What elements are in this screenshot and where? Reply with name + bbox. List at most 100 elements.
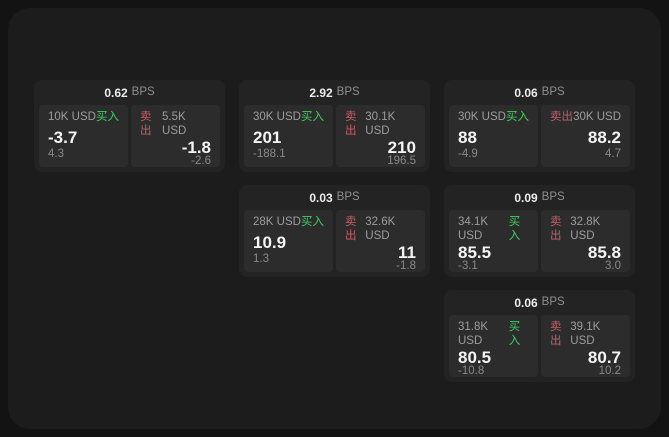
buy-cell[interactable]: 31.8K USD 买入 80.5 -10.8 (449, 315, 538, 377)
sell-cell[interactable]: 卖出 5.5K USD -1.8 -2.6 (131, 105, 220, 167)
sell-amount-label: 32.8K USD (570, 216, 601, 242)
sell-side-label: 卖出 (345, 216, 357, 242)
sell-cell[interactable]: 卖出 32.6K USD 11 -1.8 (336, 210, 425, 272)
buy-cell[interactable]: 30K USD 买入 201 -188.1 (244, 105, 333, 167)
quote-card-body: 31.8K USD 买入 80.5 -10.8 卖出 39.1K USD 80.… (444, 315, 635, 382)
bps-unit-label: BPS (131, 85, 155, 98)
sell-cell-top: 卖出 39.1K USD (550, 321, 621, 349)
quote-card-header: 0.06 BPS (444, 290, 635, 315)
sell-cell-top: 卖出 32.8K USD (550, 216, 621, 244)
buy-amount-label: 31.8K USD (458, 321, 489, 347)
sell-amount-label: 30.1K USD (365, 111, 396, 137)
bps-value: 0.03 (309, 190, 333, 205)
sell-side-label: 卖出 (550, 111, 573, 123)
sell-side-label: 卖出 (550, 321, 562, 347)
sell-cell[interactable]: 卖出 32.8K USD 85.8 3.0 (541, 210, 630, 272)
sell-cell[interactable]: 卖出 39.1K USD 80.7 10.2 (541, 315, 630, 377)
sell-cell-top: 卖出 30.1K USD (345, 111, 416, 139)
bps-value: 0.09 (514, 190, 538, 205)
buy-side-label: 买入 (301, 216, 324, 228)
bps-value: 0.06 (514, 85, 538, 100)
buy-price-value: 201 (253, 127, 282, 147)
sell-side-label: 卖出 (140, 111, 152, 137)
buy-cell-top: 30K USD 买入 (458, 111, 529, 125)
sell-cell[interactable]: 卖出 30.1K USD 210 196.5 (336, 105, 425, 167)
buy-cell-top: 30K USD 买入 (253, 111, 324, 125)
sell-sub-value: -2.6 (191, 154, 211, 167)
buy-sub-value: -188.1 (253, 148, 286, 161)
buy-sub-value: -3.1 (458, 259, 478, 272)
quote-card-header: 2.92 BPS (239, 80, 430, 105)
sell-amount-label: 39.1K USD (570, 321, 601, 347)
sell-sub-value: -1.8 (396, 259, 416, 272)
quote-card-header: 0.62 BPS (34, 80, 225, 105)
bps-value: 2.92 (309, 85, 333, 100)
sell-price-value: 85.8 (587, 242, 621, 262)
buy-cell-top: 10K USD 买入 (48, 111, 119, 125)
buy-cell[interactable]: 30K USD 买入 88 -4.9 (449, 105, 538, 167)
sell-sub-value: 10.2 (598, 364, 621, 377)
buy-cell-top: 28K USD 买入 (253, 216, 324, 230)
bps-unit-label: BPS (541, 295, 565, 308)
dashboard-panel: 0.62 BPS 10K USD 买入 -3.7 4.3 卖出 5.5K USD… (8, 8, 661, 429)
sell-price-value: -1.8 (181, 137, 211, 157)
sell-sub-value: 4.7 (605, 148, 621, 161)
buy-side-label: 买入 (508, 216, 521, 242)
sell-amount-label: 5.5K USD (162, 111, 187, 137)
quote-card: 0.03 BPS 28K USD 买入 10.9 1.3 卖出 32.6K US… (239, 185, 430, 277)
quote-card-body: 30K USD 买入 88 -4.9 卖出 30K USD 88.2 4.7 (444, 105, 635, 172)
sell-price-value: 210 (387, 137, 416, 157)
buy-side-label: 买入 (508, 321, 521, 347)
bps-unit-label: BPS (336, 85, 360, 98)
buy-cell-top: 31.8K USD 买入 (458, 321, 529, 349)
sell-sub-value: 3.0 (605, 259, 621, 272)
buy-amount-label: 30K USD (458, 111, 506, 123)
sell-price-value: 80.7 (587, 347, 621, 367)
sell-cell-top: 卖出 30K USD (550, 111, 621, 125)
buy-price-value: 10.9 (253, 232, 287, 252)
quote-card-body: 28K USD 买入 10.9 1.3 卖出 32.6K USD 11 -1.8 (239, 210, 430, 277)
quote-card: 2.92 BPS 30K USD 买入 201 -188.1 卖出 30.1K … (239, 80, 430, 172)
bps-unit-label: BPS (541, 85, 565, 98)
sell-cell[interactable]: 卖出 30K USD 88.2 4.7 (541, 105, 630, 167)
buy-amount-label: 30K USD (253, 111, 301, 123)
quote-card-header: 0.06 BPS (444, 80, 635, 105)
buy-cell[interactable]: 34.1K USD 买入 85.5 -3.1 (449, 210, 538, 272)
sell-cell-top: 卖出 5.5K USD (140, 111, 211, 139)
quote-card: 0.62 BPS 10K USD 买入 -3.7 4.3 卖出 5.5K USD… (34, 80, 225, 172)
buy-cell[interactable]: 10K USD 买入 -3.7 4.3 (39, 105, 128, 167)
bps-unit-label: BPS (541, 190, 565, 203)
buy-amount-label: 10K USD (48, 111, 96, 123)
sell-sub-value: 196.5 (387, 154, 416, 167)
buy-side-label: 买入 (96, 111, 119, 123)
buy-cell[interactable]: 28K USD 买入 10.9 1.3 (244, 210, 333, 272)
sell-side-label: 卖出 (345, 111, 357, 137)
quote-card-body: 10K USD 买入 -3.7 4.3 卖出 5.5K USD -1.8 -2.… (34, 105, 225, 172)
buy-price-value: 88 (458, 127, 477, 147)
buy-price-value: -3.7 (48, 127, 78, 147)
buy-sub-value: 4.3 (48, 148, 64, 161)
buy-price-value: 85.5 (458, 242, 492, 262)
sell-price-value: 88.2 (587, 127, 621, 147)
sell-cell-top: 卖出 32.6K USD (345, 216, 416, 244)
buy-price-value: 80.5 (458, 347, 492, 367)
quote-card-header: 0.03 BPS (239, 185, 430, 210)
bps-value: 0.06 (514, 295, 538, 310)
quote-card: 0.06 BPS 31.8K USD 买入 80.5 -10.8 卖出 39.1… (444, 290, 635, 382)
quote-card-header: 0.09 BPS (444, 185, 635, 210)
bps-value: 0.62 (104, 85, 128, 100)
buy-side-label: 买入 (301, 111, 324, 123)
sell-side-label: 卖出 (550, 216, 562, 242)
buy-sub-value: -10.8 (458, 364, 485, 377)
buy-sub-value: -4.9 (458, 148, 478, 161)
sell-amount-label: 30K USD (573, 111, 621, 123)
quote-card-body: 30K USD 买入 201 -188.1 卖出 30.1K USD 210 1… (239, 105, 430, 172)
bps-unit-label: BPS (336, 190, 360, 203)
sell-price-value: 11 (398, 242, 416, 262)
buy-sub-value: 1.3 (253, 253, 269, 266)
quote-card-body: 34.1K USD 买入 85.5 -3.1 卖出 32.8K USD 85.8… (444, 210, 635, 277)
buy-amount-label: 28K USD (253, 216, 301, 228)
buy-side-label: 买入 (506, 111, 529, 123)
quote-card: 0.09 BPS 34.1K USD 买入 85.5 -3.1 卖出 32.8K… (444, 185, 635, 277)
